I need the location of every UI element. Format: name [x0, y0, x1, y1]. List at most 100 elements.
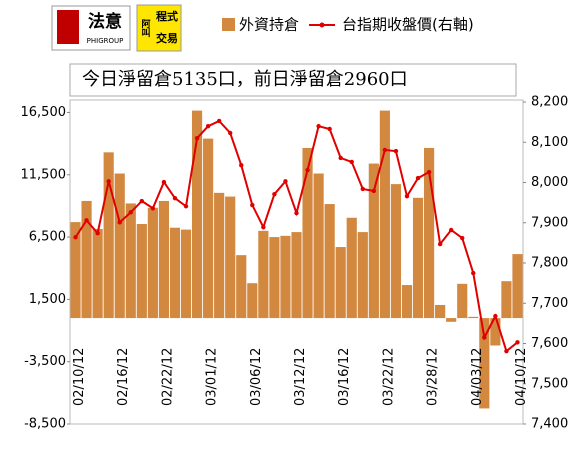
- line-dot: [150, 206, 156, 211]
- x-tick-label: 02/22/12: [160, 348, 175, 406]
- x-tick-label: 04/03/12: [470, 348, 485, 406]
- legend-swatch: [222, 18, 235, 31]
- line-dot: [294, 210, 299, 216]
- bar: [324, 204, 335, 319]
- bar: [136, 223, 147, 319]
- bar: [191, 110, 203, 319]
- annotation-box: [69, 63, 517, 97]
- bar: [236, 255, 247, 319]
- line-dot: [228, 130, 233, 136]
- annotation: 今日淨留倉5135口，前日淨留倉2960口: [82, 69, 408, 90]
- y-tick-label: 1,500: [29, 292, 66, 307]
- y2-tick-label: 8,200: [531, 95, 568, 110]
- line-dot: [426, 169, 432, 175]
- line-dot: [515, 340, 520, 345]
- line-dot: [504, 348, 509, 354]
- x-tick-label: 03/16/12: [337, 348, 352, 406]
- bar: [169, 227, 181, 319]
- line-dot: [437, 241, 443, 247]
- y2-tick-label: 7,600: [531, 336, 568, 351]
- line-dot: [471, 270, 476, 276]
- bar: [379, 110, 390, 319]
- bar: [81, 200, 92, 319]
- line-dot: [393, 148, 399, 154]
- line-dot: [404, 193, 410, 199]
- line-dot: [283, 179, 288, 184]
- bar: [180, 229, 192, 319]
- line-dot: [117, 220, 122, 225]
- bar: [446, 318, 457, 322]
- bar: [501, 281, 512, 319]
- bar: [114, 173, 125, 319]
- x-tick-label: 02/16/12: [116, 348, 131, 406]
- line-dot: [106, 179, 111, 184]
- bar: [125, 203, 136, 319]
- bar: [203, 138, 214, 319]
- line-dot: [415, 175, 421, 181]
- bar: [435, 304, 446, 319]
- line-dot: [493, 313, 498, 319]
- y2-tick-label: 7,500: [531, 376, 568, 391]
- legend-swatch: [319, 22, 325, 28]
- badge-text: 交易: [156, 31, 178, 45]
- bar: [468, 316, 479, 319]
- line-dot: [161, 179, 167, 185]
- bar: [412, 197, 424, 319]
- bar: [346, 217, 357, 319]
- bar: [147, 207, 158, 319]
- legend-label: 外資持倉: [239, 16, 299, 34]
- y-tick-label: -8,500: [24, 417, 66, 432]
- y2-tick-label: 7,700: [531, 296, 568, 311]
- x-tick-label: 03/22/12: [381, 348, 396, 406]
- line-dot: [272, 191, 277, 197]
- bar: [457, 283, 468, 319]
- x-tick-label: 04/10/12: [514, 348, 529, 406]
- x-tick-label: 03/06/12: [249, 348, 264, 406]
- bar: [368, 163, 379, 319]
- bar: [357, 232, 368, 319]
- bar: [225, 196, 236, 319]
- line-dot: [305, 167, 310, 173]
- logo-brand-en: PHIGROUP: [87, 37, 124, 45]
- y2-tick-label: 7,400: [531, 417, 568, 432]
- bar: [512, 254, 523, 319]
- badge-box: [136, 4, 182, 52]
- x-tick-label: 03/28/12: [426, 348, 441, 406]
- bar: [479, 318, 490, 409]
- line-dot: [84, 218, 89, 223]
- logo-brand: 法意: [88, 11, 122, 32]
- legend-label: 台指期收盤價(右軸): [342, 16, 474, 34]
- bar: [103, 152, 114, 319]
- y-tick-label: 16,500: [21, 105, 67, 120]
- line-dot: [216, 118, 222, 124]
- bar: [258, 230, 269, 319]
- line-dot: [460, 235, 465, 241]
- line-dot: [338, 155, 343, 161]
- bar: [269, 237, 280, 319]
- line-dot: [139, 198, 145, 204]
- line-dot: [73, 235, 78, 240]
- line-dot: [205, 123, 211, 129]
- y-tick-label: 6,500: [29, 230, 66, 245]
- bar: [280, 235, 291, 319]
- bar: [390, 184, 402, 319]
- line-dot: [482, 335, 487, 340]
- line-dot: [261, 224, 266, 230]
- line-dot: [250, 202, 255, 208]
- bar: [92, 228, 103, 319]
- line-dot: [95, 231, 100, 236]
- badge-text: 阿叫: [140, 19, 151, 38]
- y2-tick-label: 8,100: [531, 135, 568, 150]
- line-dot: [448, 227, 454, 233]
- x-tick-label: 03/12/12: [293, 348, 308, 406]
- x-tick-label: 03/01/12: [205, 348, 220, 406]
- line-dot: [382, 147, 388, 153]
- line-dot: [128, 210, 133, 215]
- line-dot: [172, 196, 178, 201]
- bar: [70, 222, 81, 319]
- bar: [214, 192, 225, 319]
- bar: [490, 318, 501, 346]
- line-dot: [316, 123, 321, 129]
- bar: [302, 147, 313, 319]
